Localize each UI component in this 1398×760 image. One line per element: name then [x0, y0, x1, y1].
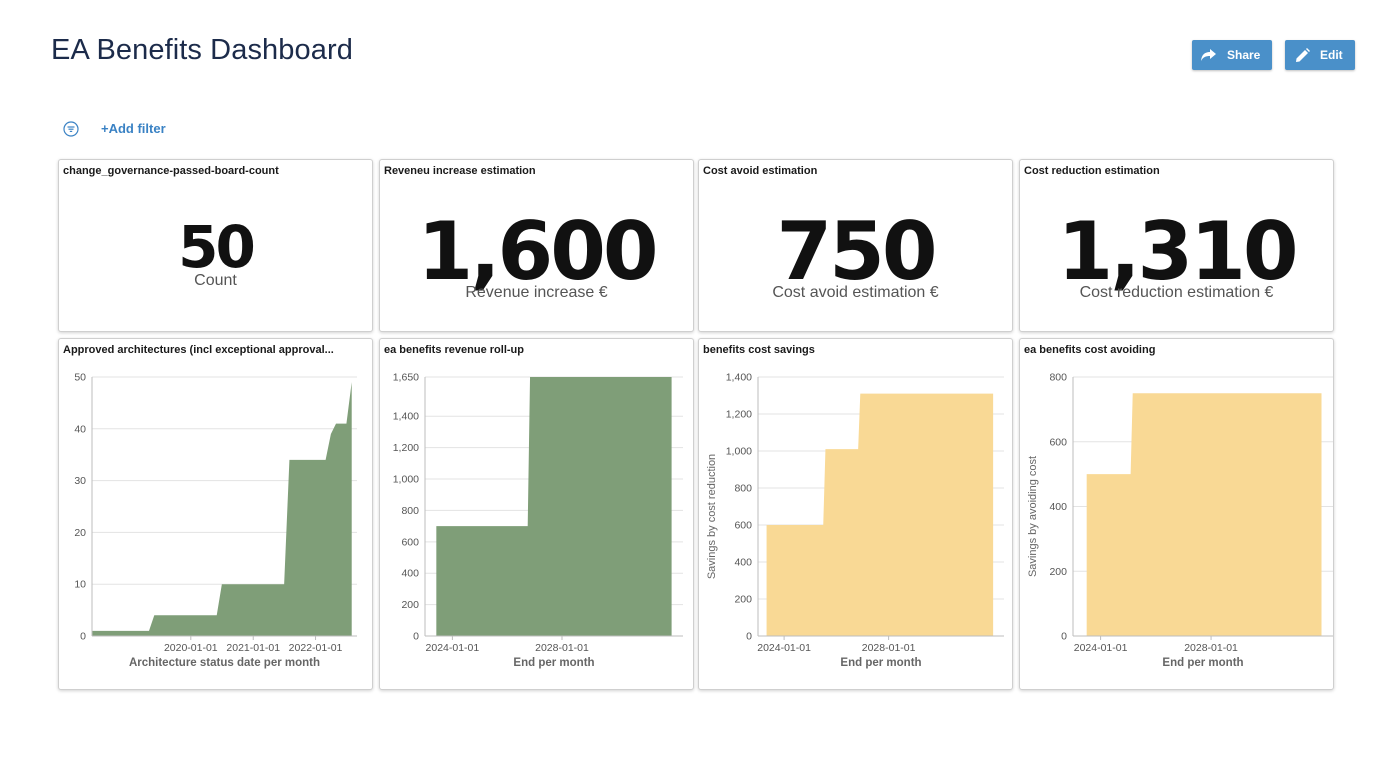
chart-svg: 0 200 400 600 800 2024-01-01 2028-01-01 End per… — [1027, 372, 1333, 669]
y-tick-label: 40 — [74, 423, 86, 435]
y-tick-label: 0 — [746, 631, 752, 643]
area-series — [1086, 393, 1322, 636]
share-icon — [1201, 49, 1216, 61]
page-title: EA Benefits Dashboard — [51, 34, 353, 66]
metric-value: 750 — [776, 205, 938, 298]
metric-label: Count — [194, 272, 237, 289]
area-series — [766, 393, 994, 636]
chart-svg: 0 200 400 600 800 1,000 1,200 1,400 2024-01-01 20… — [706, 372, 1004, 669]
y-tick-label: 1,400 — [726, 372, 752, 384]
y-tick-label: 600 — [734, 520, 752, 532]
y-tick-label: 400 — [1049, 501, 1067, 513]
y-tick-label: 600 — [401, 536, 419, 548]
filter-icon[interactable] — [63, 121, 79, 137]
x-tick-label: 2020-01-01 — [164, 642, 218, 654]
metric-panel-cost-avoid: Cost avoid estimation 750 Cost avoid est… — [698, 159, 1013, 332]
y-tick-label: 400 — [734, 557, 752, 569]
edit-button[interactable]: Edit — [1285, 40, 1355, 70]
metric-panel-board-count: change_governance-passed-board-count 50 … — [58, 159, 373, 332]
chart-svg: 0 200 400 600 800 1,000 1,200 1,400 1,650 2024-01… — [393, 372, 683, 669]
y-tick-label: 1,200 — [393, 442, 419, 454]
metric-label: Revenue increase € — [465, 284, 608, 301]
edit-button-label: Edit — [1320, 48, 1343, 62]
y-tick-label: 10 — [74, 579, 86, 591]
pencil-icon — [1296, 47, 1310, 62]
area-series — [436, 377, 672, 636]
x-tick-label: 2028-01-01 — [535, 642, 589, 654]
y-tick-label: 800 — [1049, 372, 1067, 384]
x-tick-label: 2024-01-01 — [757, 642, 811, 654]
chart-panel-revenue-rollup: 0 200 400 600 800 1,000 1,200 1,400 1,650 2024-01… — [379, 338, 694, 690]
panel-title: ea benefits cost avoiding — [1024, 344, 1156, 356]
share-button-label: Share — [1227, 48, 1261, 62]
y-tick-label: 400 — [401, 568, 419, 580]
x-axis-title: End per month — [840, 657, 921, 669]
y-tick-label: 200 — [401, 599, 419, 611]
metric-value: 1,310 — [1057, 205, 1298, 298]
panel-title: benefits cost savings — [703, 344, 815, 356]
y-tick-label: 600 — [1049, 436, 1067, 448]
metric-label: Cost avoid estimation € — [772, 284, 939, 301]
y-tick-label: 20 — [74, 527, 86, 539]
y-tick-label: 30 — [74, 475, 86, 487]
chart-panel-cost-avoiding: 0 200 400 600 800 2024-01-01 2028-01-01 End per… — [1019, 338, 1334, 690]
panel-title: Approved architectures (incl exceptional… — [63, 344, 334, 356]
panel-title: Cost avoid estimation — [703, 165, 818, 177]
x-axis-title: End per month — [513, 657, 594, 669]
x-tick-label: 2022-01-01 — [289, 642, 343, 654]
metric-value: 1,600 — [417, 205, 658, 298]
add-filter-link[interactable]: +Add filter — [101, 121, 166, 136]
share-button[interactable]: Share — [1192, 40, 1272, 70]
chart-panel-approved-architectures: 0 10 20 30 40 50 2020-01-01 2021-01-01 2022-01-0… — [58, 338, 373, 690]
x-tick-label: 2021-01-01 — [226, 642, 280, 654]
y-tick-label: 1,000 — [393, 474, 419, 486]
y-tick-label: 1,400 — [393, 411, 419, 423]
y-tick-label: 800 — [734, 483, 752, 495]
y-axis-title: Savings by avoiding cost — [1027, 456, 1039, 577]
y-axis-title: Savings by cost reduction — [706, 454, 718, 579]
y-tick-label: 0 — [1061, 631, 1067, 643]
y-tick-label: 200 — [1049, 566, 1067, 578]
y-tick-label: 1,650 — [393, 372, 419, 384]
x-tick-label: 2024-01-01 — [426, 642, 480, 654]
panel-title: Reveneu increase estimation — [384, 165, 536, 177]
x-axis-title: Architecture status date per month — [129, 657, 320, 669]
metric-panel-cost-reduction: Cost reduction estimation 1,310 Cost red… — [1019, 159, 1334, 332]
y-tick-label: 800 — [401, 505, 419, 517]
chart-panel-cost-savings: 0 200 400 600 800 1,000 1,200 1,400 2024-01-01 20… — [698, 338, 1013, 690]
panel-title: change_governance-passed-board-count — [63, 165, 279, 177]
x-tick-label: 2028-01-01 — [1184, 642, 1238, 654]
area-series — [92, 382, 352, 636]
y-tick-label: 50 — [74, 372, 86, 384]
y-tick-label: 0 — [80, 631, 86, 643]
y-tick-label: 1,200 — [726, 409, 752, 421]
y-tick-label: 1,000 — [726, 446, 752, 458]
x-tick-label: 2028-01-01 — [862, 642, 916, 654]
x-axis-title: End per month — [1162, 657, 1243, 669]
chart-svg: 0 10 20 30 40 50 2020-01-01 2021-01-01 2022-01-0… — [74, 372, 357, 669]
x-tick-label: 2024-01-01 — [1074, 642, 1128, 654]
y-tick-label: 0 — [413, 631, 419, 643]
panel-title: Cost reduction estimation — [1024, 165, 1160, 177]
y-tick-label: 200 — [734, 594, 752, 606]
metric-value: 50 — [178, 213, 256, 281]
metric-label: Cost reduction estimation € — [1079, 284, 1274, 301]
panel-title: ea benefits revenue roll-up — [384, 344, 524, 356]
metric-panel-revenue-increase: Reveneu increase estimation 1,600 Revenu… — [379, 159, 694, 332]
